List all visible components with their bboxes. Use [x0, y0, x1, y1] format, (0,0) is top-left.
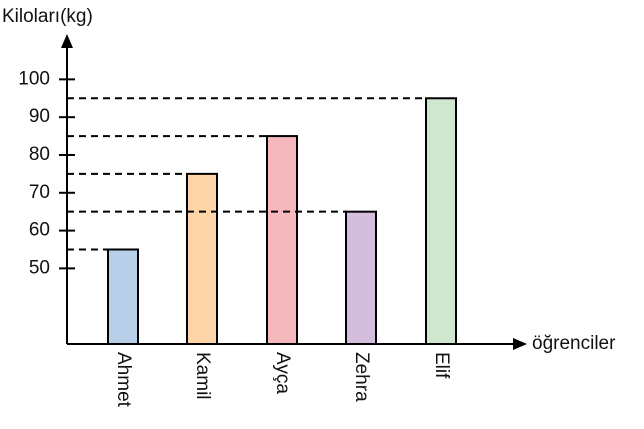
x-axis-label: öğrenciler — [532, 333, 616, 354]
y-axis-arrow — [61, 34, 73, 48]
bar — [266, 135, 298, 345]
x-tick-label: Ayça — [272, 352, 293, 394]
y-tick-label: 50 — [29, 257, 50, 278]
bar — [186, 172, 218, 345]
x-tick-label: Kamil — [192, 352, 213, 400]
y-tick-label: 70 — [29, 182, 50, 203]
x-tick-label: Ahmet — [113, 352, 134, 408]
x-axis-arrow — [513, 338, 527, 350]
y-tick-label: 60 — [29, 220, 50, 241]
y-tick-label: 100 — [18, 68, 50, 89]
bar — [345, 210, 377, 345]
bar — [107, 248, 139, 345]
x-tick-label: Elif — [431, 352, 452, 379]
y-tick-label: 90 — [29, 106, 50, 127]
y-axis-label: Kiloları(kg) — [2, 6, 93, 27]
bar — [425, 97, 457, 345]
x-tick-label: Zehra — [351, 352, 372, 402]
y-tick-label: 80 — [29, 144, 50, 165]
